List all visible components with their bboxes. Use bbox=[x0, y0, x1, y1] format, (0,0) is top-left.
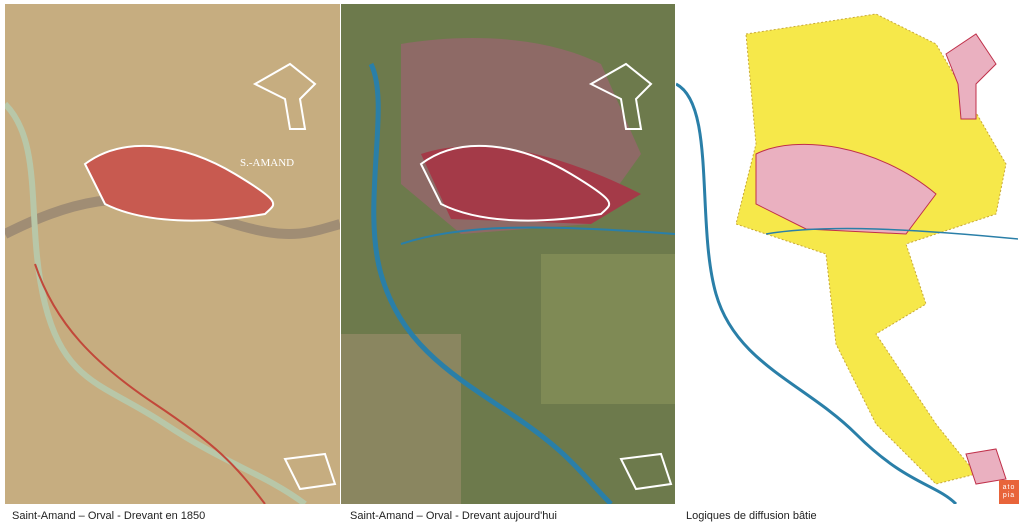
caption-1850: Saint-Amand – Orval - Drevant en 1850 bbox=[12, 510, 206, 522]
historic-map: S.-AMAND bbox=[5, 4, 340, 504]
diffusion-diagram-panel bbox=[676, 4, 1018, 504]
diffusion-diagram bbox=[676, 4, 1018, 504]
aerial-photo-panel bbox=[341, 4, 675, 504]
atopia-logo: ato pia bbox=[999, 480, 1019, 504]
historic-map-panel: S.-AMAND bbox=[5, 4, 340, 504]
caption-today: Saint-Amand – Orval - Drevant aujourd'hu… bbox=[350, 510, 557, 522]
town-label: S.-AMAND bbox=[240, 157, 294, 169]
aerial-photo bbox=[341, 4, 675, 504]
caption-diffusion: Logiques de diffusion bâtie bbox=[686, 510, 817, 522]
